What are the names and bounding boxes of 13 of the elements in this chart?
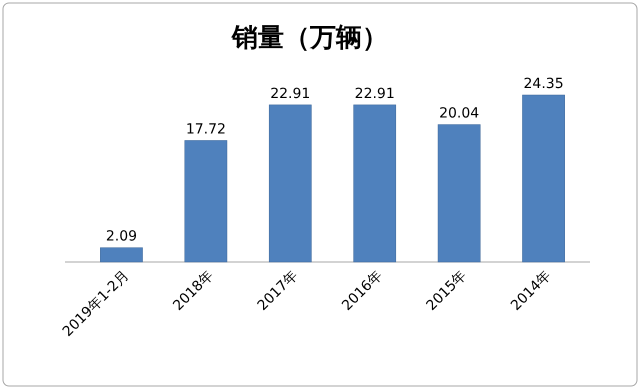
bar (438, 124, 480, 262)
data-label: 22.91 (354, 86, 395, 102)
bar (268, 104, 312, 262)
data-label: 20.04 (439, 106, 480, 122)
bar (353, 104, 396, 262)
data-label: 24.35 (524, 76, 564, 92)
chart-title: 销量（万辆） (231, 23, 388, 53)
data-label: 2.09 (106, 228, 138, 245)
bar (100, 247, 143, 262)
bar (522, 94, 565, 262)
data-label: 22.91 (270, 86, 310, 102)
bar (184, 140, 228, 262)
data-label: 17.72 (186, 121, 226, 138)
